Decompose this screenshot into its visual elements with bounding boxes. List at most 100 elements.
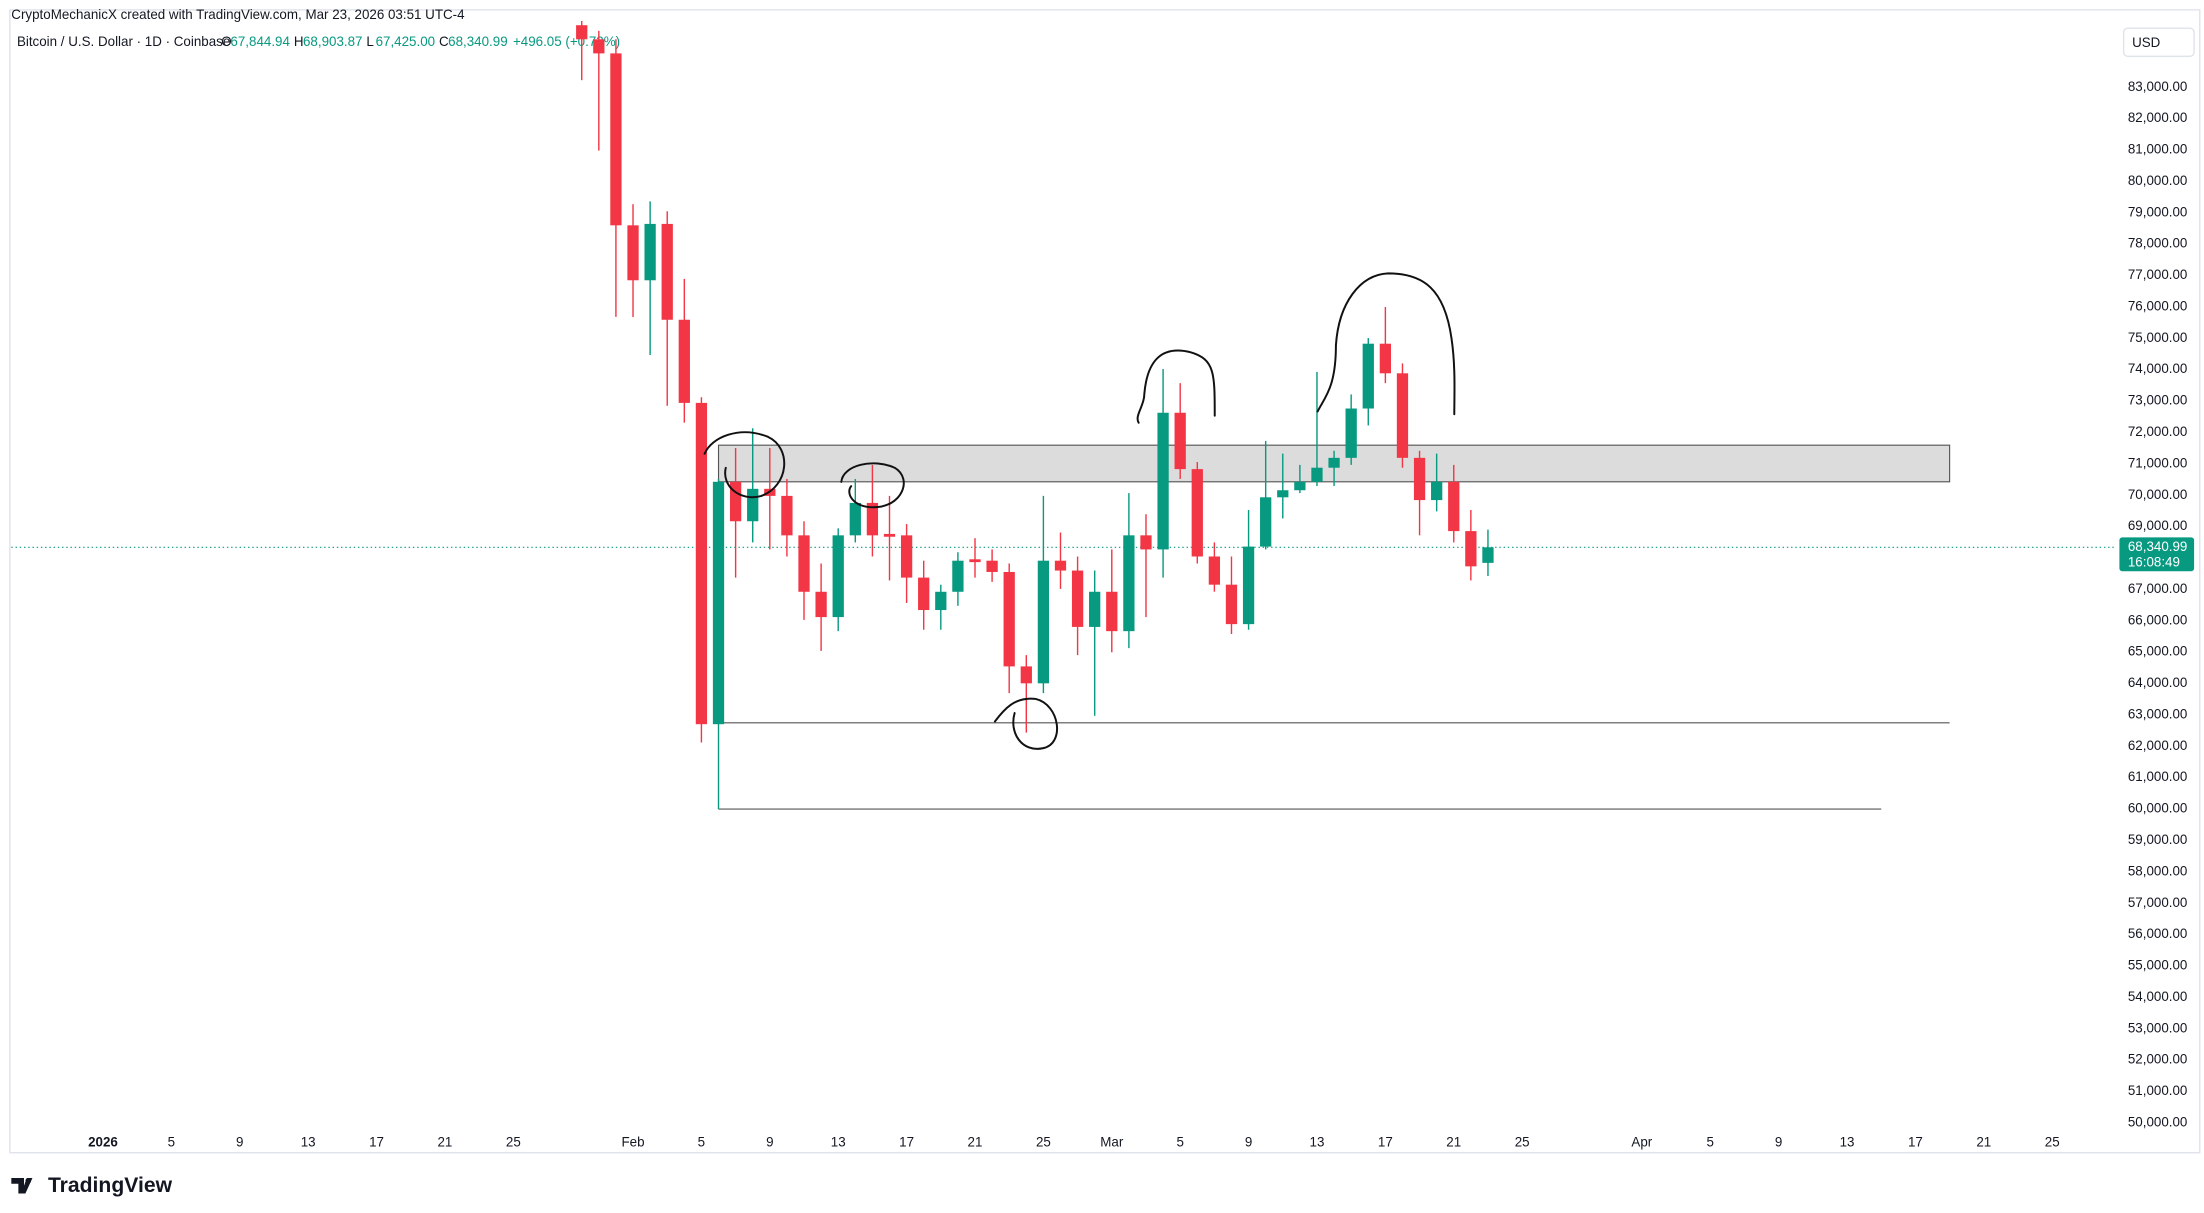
candle-body: [952, 560, 964, 592]
x-tick-label: 9: [236, 1134, 243, 1149]
candle-body: [1294, 481, 1306, 491]
x-tick-label: 21: [1446, 1134, 1461, 1149]
x-tick-label: Mar: [1100, 1134, 1124, 1149]
y-tick-label: 61,000.00: [2128, 769, 2188, 784]
candle-body: [1174, 412, 1186, 470]
y-tick-label: 56,000.00: [2128, 926, 2188, 941]
x-tick-label: 17: [369, 1134, 384, 1149]
y-tick-label: 75,000.00: [2128, 330, 2188, 345]
candle-body: [1396, 373, 1409, 458]
y-tick-label: 57,000.00: [2128, 895, 2188, 910]
candle-body: [900, 535, 913, 578]
hand-circle: [993, 697, 1058, 750]
candle-body: [815, 591, 827, 618]
ohlc-value: 67,844.94: [230, 34, 290, 49]
candle-body: [729, 481, 742, 522]
y-tick-label: 54,000.00: [2128, 989, 2188, 1004]
candle-body: [1311, 467, 1323, 482]
y-tick-label: 62,000.00: [2128, 738, 2188, 753]
candle-body: [1157, 412, 1169, 550]
candle-body: [1140, 535, 1152, 550]
logo-text: TradingView: [48, 1174, 173, 1197]
candle-body: [1106, 591, 1118, 632]
candle-body: [1208, 556, 1221, 585]
candle-body: [849, 502, 861, 536]
ohlc-value: 67,425.00: [376, 34, 436, 49]
last-price-label: 68,340.99: [2128, 539, 2188, 554]
candle-body: [1054, 560, 1067, 571]
x-tick-label: 5: [1176, 1134, 1183, 1149]
candle-body: [1413, 457, 1426, 501]
candle-body: [1089, 591, 1101, 627]
candle-body: [935, 591, 947, 611]
symbol: Bitcoin / U.S. Dollar · 1D · Coinbase: [17, 34, 230, 49]
candle-body: [712, 481, 725, 725]
x-tick-label: 9: [766, 1134, 773, 1149]
candle-body: [576, 25, 588, 40]
y-tick-label: 72,000.00: [2128, 424, 2188, 439]
candle-body: [661, 223, 673, 320]
logo: TradingView: [11, 1174, 173, 1197]
candle-body: [832, 535, 844, 618]
candle-body: [1260, 497, 1272, 547]
candle-body: [1071, 570, 1084, 627]
x-tick-label: 21: [1976, 1134, 1991, 1149]
x-tick-label: 25: [1515, 1134, 1530, 1149]
candle-body: [1465, 531, 1477, 567]
y-tick-label: 76,000.00: [2128, 298, 2188, 313]
candles: [576, 21, 1494, 810]
x-tick-label: 25: [506, 1134, 521, 1149]
candle-body: [1448, 481, 1460, 532]
y-tick-label: 78,000.00: [2128, 236, 2188, 251]
y-tick-label: 58,000.00: [2128, 863, 2188, 878]
countdown: 16:08:49: [2128, 554, 2180, 569]
candle-body: [1003, 571, 1015, 667]
y-tick-label: 65,000.00: [2128, 644, 2188, 659]
y-tick-label: 82,000.00: [2128, 110, 2188, 125]
ohlc-key: L: [366, 34, 373, 49]
x-tick-label: 21: [968, 1134, 983, 1149]
y-tick-label: 71,000.00: [2128, 455, 2188, 470]
candle-body: [781, 495, 793, 536]
candle-body: [695, 402, 708, 725]
y-tick-label: 64,000.00: [2128, 675, 2188, 690]
x-tick-label: 25: [1036, 1134, 1051, 1149]
y-tick-label: 67,000.00: [2128, 581, 2188, 596]
candle-body: [610, 53, 622, 226]
x-tick-label: 13: [301, 1134, 316, 1149]
candle-body: [986, 560, 998, 572]
hand-arc: [1316, 272, 1456, 416]
x-tick-label: Apr: [1631, 1134, 1652, 1149]
y-tick-label: 69,000.00: [2128, 518, 2188, 533]
ohlc-value: 68,340.99: [448, 34, 508, 49]
y-tick-label: 55,000.00: [2128, 958, 2188, 973]
axes: USD 50,000.00 51,000.00 52,000.00 53,000.00…: [88, 27, 2195, 1149]
ohlc-value: 68,903.87: [303, 34, 363, 49]
x-tick-label: 17: [899, 1134, 914, 1149]
candle-body: [1020, 666, 1032, 684]
candle-body: [866, 502, 879, 536]
last-price-tag: [2119, 537, 2195, 572]
candle-body: [1362, 343, 1374, 409]
x-tick-label: 9: [1245, 1134, 1252, 1149]
candle-body: [798, 535, 810, 592]
hand-circle: [840, 462, 905, 509]
y-tick-label: 59,000.00: [2128, 832, 2188, 847]
x-tick-label: 13: [1840, 1134, 1855, 1149]
candle-body: [918, 577, 930, 611]
candle-body: [1277, 490, 1289, 498]
x-tick-label: 17: [1378, 1134, 1393, 1149]
x-tick-label: 5: [168, 1134, 175, 1149]
x-tick-label: 13: [831, 1134, 846, 1149]
ohlc-key: C: [439, 34, 449, 49]
hand-drawn-marks: [703, 272, 1456, 750]
hand-circle: [703, 431, 786, 499]
logo-dot: [25, 1178, 32, 1184]
y-tick-label: 83,000.00: [2128, 79, 2188, 94]
x-tick-label: 2026: [88, 1134, 118, 1149]
x-tick-label: 5: [1707, 1134, 1714, 1149]
y-tick-label: 74,000.00: [2128, 361, 2188, 376]
x-tick-label: Feb: [621, 1134, 644, 1149]
ohlc-key: H: [294, 34, 304, 49]
y-tick-label: 77,000.00: [2128, 267, 2188, 282]
